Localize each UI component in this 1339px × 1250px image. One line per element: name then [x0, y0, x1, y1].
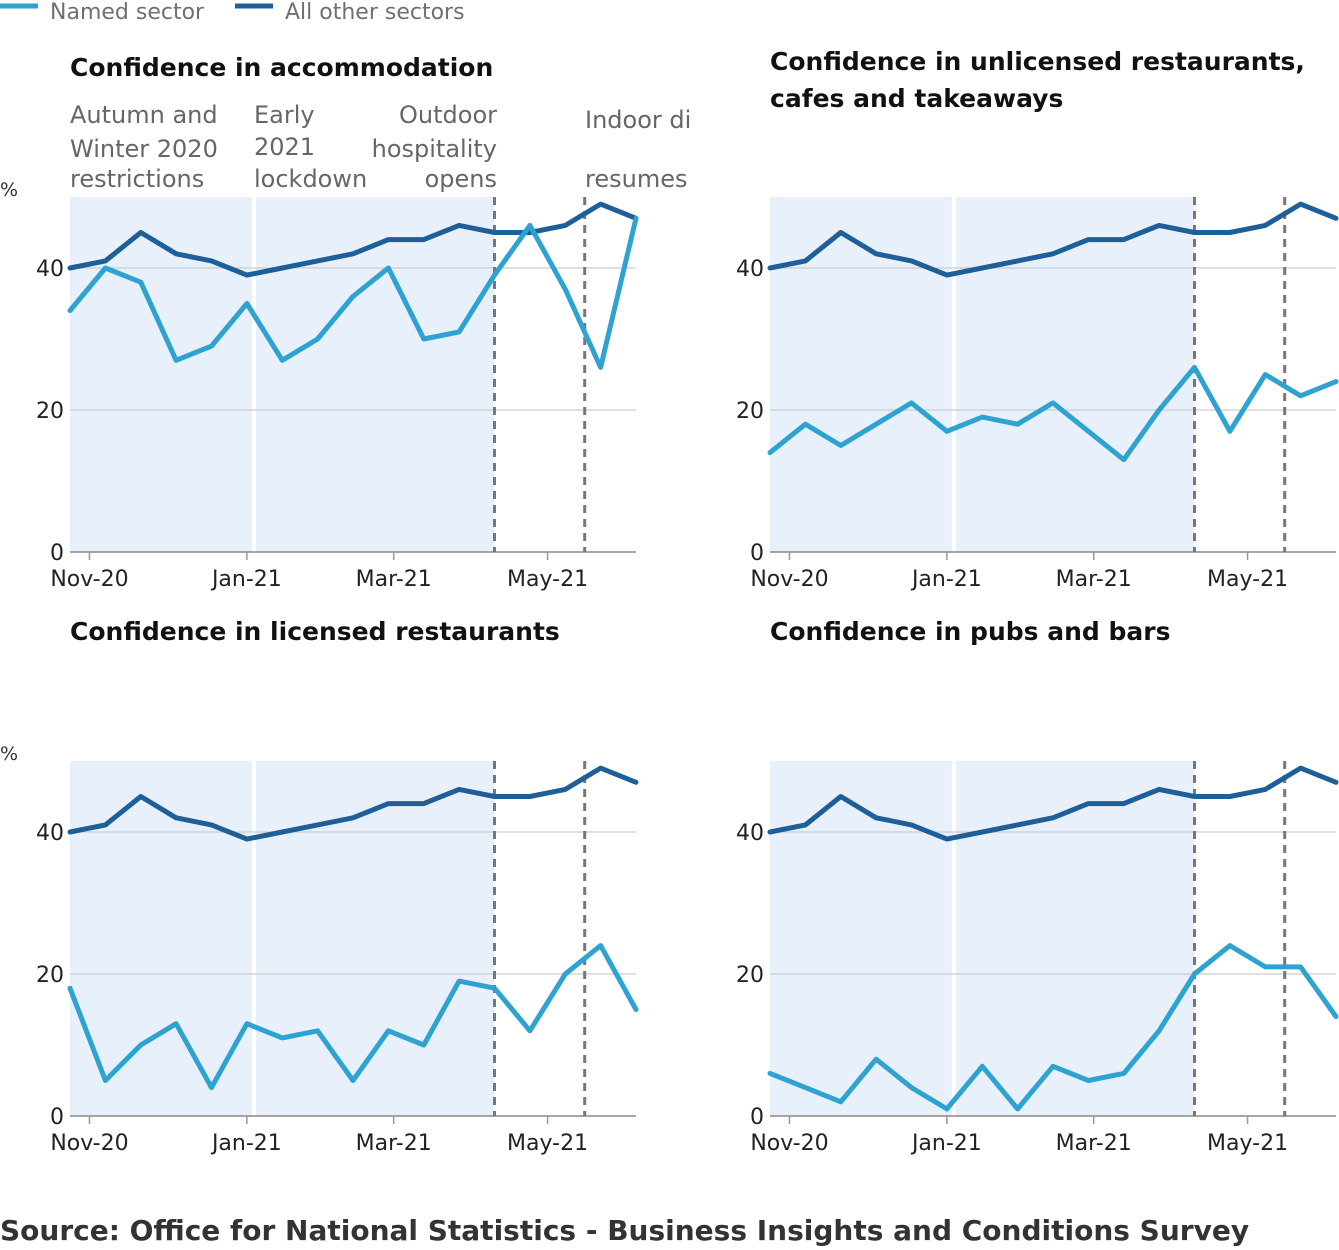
x-tick-label: Mar-21: [356, 1131, 432, 1156]
y-tick-label: 20: [36, 399, 64, 424]
event-annotation: restrictions: [70, 165, 204, 193]
y-tick-label: 20: [736, 399, 764, 424]
x-tick-label: Nov-20: [50, 1131, 128, 1156]
event-annotation: lockdown: [254, 165, 367, 193]
chart-title: Confidence in accommodation: [70, 53, 493, 82]
event-annotation: opens: [425, 165, 497, 193]
restriction-shading: [770, 197, 1195, 552]
event-annotation: Autumn and: [70, 101, 218, 129]
x-tick-label: Mar-21: [1056, 567, 1132, 592]
legend-label-named: Named sector: [50, 0, 205, 25]
source-note: Source: Office for National Statistics -…: [0, 1214, 1249, 1247]
legend-label-other: All other sectors: [285, 0, 465, 25]
legend: Named sector All other sectors: [0, 0, 465, 25]
x-tick-label: Jan-21: [910, 1131, 982, 1156]
chart-title: Confidence in licensed restaurants: [70, 617, 560, 646]
x-tick-label: Mar-21: [1056, 1131, 1132, 1156]
restriction-shading: [770, 761, 1195, 1116]
chart-title: Confidence in unlicensed restaurants,: [770, 47, 1305, 76]
y-axis-label: %: [0, 743, 18, 765]
y-tick-label: 40: [36, 821, 64, 846]
chart-panel: Confidence in unlicensed restaurants, caf…: [736, 47, 1339, 592]
restriction-shading: [70, 197, 495, 552]
chart-panel: Confidence in accommodation 0 20 40% Nov-20 J…: [0, 53, 691, 592]
x-tick-label: Jan-21: [210, 567, 282, 592]
event-annotation: hospitality: [372, 135, 497, 163]
x-tick-label: May-21: [1207, 1131, 1288, 1156]
restriction-shading: [70, 761, 495, 1116]
event-annotation: Indoor di: [585, 106, 691, 134]
x-tick-label: Nov-20: [750, 567, 828, 592]
y-tick-label: 20: [36, 963, 64, 988]
x-tick-label: May-21: [507, 567, 588, 592]
event-annotation: 2021: [254, 133, 315, 161]
y-axis-label: %: [0, 179, 18, 201]
event-annotation: resumes: [585, 165, 687, 193]
y-tick-label: 40: [736, 821, 764, 846]
event-annotation: Early: [254, 101, 315, 129]
y-tick-label: 0: [750, 1105, 764, 1130]
x-tick-label: Nov-20: [50, 567, 128, 592]
chart-title: cafes and takeaways: [770, 84, 1063, 113]
x-tick-label: Jan-21: [910, 567, 982, 592]
y-tick-label: 0: [50, 541, 64, 566]
y-tick-label: 0: [50, 1105, 64, 1130]
x-tick-label: Mar-21: [356, 567, 432, 592]
chart-panel: Confidence in licensed restaurants 0 20 40%…: [0, 617, 639, 1156]
event-annotation: Outdoor: [399, 101, 497, 129]
chart-panel: Confidence in pubs and bars 0 20 40 Nov-20 Ja…: [736, 617, 1339, 1156]
y-tick-label: 0: [750, 541, 764, 566]
y-tick-label: 20: [736, 963, 764, 988]
y-tick-label: 40: [36, 257, 64, 282]
x-tick-label: May-21: [507, 1131, 588, 1156]
x-tick-label: Nov-20: [750, 1131, 828, 1156]
chart-title: Confidence in pubs and bars: [770, 617, 1170, 646]
y-tick-label: 40: [736, 257, 764, 282]
x-tick-label: May-21: [1207, 567, 1288, 592]
event-annotation: Winter 2020: [70, 135, 218, 163]
x-tick-label: Jan-21: [210, 1131, 282, 1156]
